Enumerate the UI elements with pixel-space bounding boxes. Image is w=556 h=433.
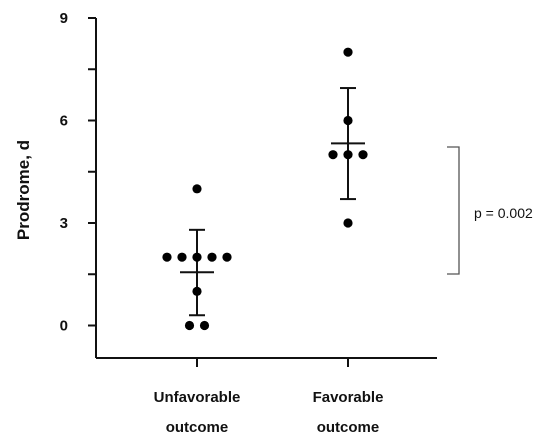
- x-category-label: Unfavorable: [154, 389, 241, 406]
- y-tick-label: 3: [60, 215, 68, 232]
- data-point: [192, 184, 202, 194]
- y-tick-label: 0: [60, 318, 68, 335]
- p-value-label: p = 0.002: [474, 205, 533, 221]
- y-tick-label: 6: [60, 113, 68, 130]
- group-1: [328, 47, 368, 228]
- data-point: [184, 320, 195, 331]
- bracket-line: [447, 146, 460, 275]
- data-point: [343, 47, 353, 57]
- x-category-label: outcome: [317, 419, 380, 433]
- data-point: [343, 150, 353, 160]
- data-point: [192, 286, 202, 296]
- data-point: [177, 252, 187, 262]
- data-point: [207, 252, 217, 262]
- data-point: [343, 218, 353, 228]
- data-point: [199, 320, 210, 331]
- data-point: [328, 150, 338, 160]
- significance-bracket: p = 0.002: [447, 146, 533, 275]
- x-category-label: Favorable: [313, 389, 384, 406]
- axes: [95, 18, 437, 359]
- data-point: [222, 252, 232, 262]
- y-axis-title: Prodrome, d: [14, 140, 33, 240]
- data-point: [162, 252, 172, 262]
- data-point: [358, 150, 368, 160]
- group-0: [162, 184, 232, 331]
- data-point: [343, 115, 353, 126]
- data-groups: [162, 47, 368, 331]
- x-category-label: outcome: [166, 419, 229, 433]
- data-point: [192, 252, 202, 262]
- y-tick-label: 9: [60, 10, 68, 27]
- x-category-labels: Unfavorable outcome Favorable outcome: [154, 358, 384, 433]
- y-ticks: 0 3 6 9: [60, 10, 96, 335]
